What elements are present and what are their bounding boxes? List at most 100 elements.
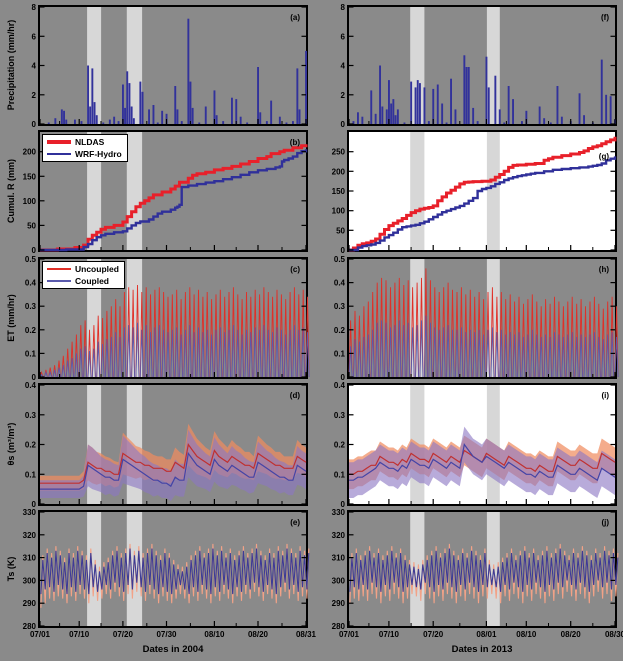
panel-precipitation-2004: 0 2 4 6 8 (a) xyxy=(32,3,308,129)
legend-coupling: Uncoupled Coupled xyxy=(42,261,125,289)
svg-text:08/20: 08/20 xyxy=(248,630,269,639)
svg-text:310: 310 xyxy=(23,554,37,563)
y-axis-title-precipitation: Precipitation (mm/hr) xyxy=(6,19,16,111)
legend-rain: NLDAS WRF-Hydro xyxy=(42,134,128,162)
svg-text:07/20: 07/20 xyxy=(423,630,444,639)
svg-text:6: 6 xyxy=(32,32,37,41)
svg-text:0.2: 0.2 xyxy=(25,441,37,450)
svg-text:0: 0 xyxy=(32,246,37,255)
legend-label-coupled: Coupled xyxy=(75,276,109,286)
svg-text:200: 200 xyxy=(23,148,37,157)
svg-text:0.3: 0.3 xyxy=(25,302,37,311)
svg-text:8: 8 xyxy=(341,3,346,12)
soil-moisture-2004-plot: 0 0.1 0.2 0.3 0.4 (d) xyxy=(25,381,307,509)
svg-text:(j): (j) xyxy=(601,518,609,527)
svg-text:0: 0 xyxy=(341,120,346,129)
panel-soil-moisture-2004: 0 0.1 0.2 0.3 0.4 (d) xyxy=(25,381,308,509)
svg-text:320: 320 xyxy=(332,531,346,540)
y-axis-title-et: ET (mm/hr) xyxy=(6,294,16,342)
svg-text:0: 0 xyxy=(32,120,37,129)
panel-et-2004: 0 0.1 0.2 0.3 0.4 0.5 (c) Uncoupled Coupled xyxy=(25,255,310,382)
surface-temperature-2013-plot: 280 290 300 310 320 330 07/01 07/10 07/20 08/01 08… xyxy=(332,508,623,639)
y-axis-title-cumulative-rain: Cumul. R (mm) xyxy=(6,159,16,223)
svg-text:0: 0 xyxy=(32,373,37,382)
svg-text:(g): (g) xyxy=(599,152,610,161)
svg-text:(i): (i) xyxy=(601,391,609,400)
y-axis-title-surface-temperature: Ts (K) xyxy=(6,556,16,582)
svg-text:2: 2 xyxy=(32,91,37,100)
svg-text:200: 200 xyxy=(332,167,346,176)
cumulative-rain-2013-plot: 0 50 100 150 200 250 (g) xyxy=(332,132,617,255)
svg-text:0: 0 xyxy=(341,500,346,509)
svg-text:0: 0 xyxy=(32,500,37,509)
legend-label-nldas: NLDAS xyxy=(75,137,105,147)
precipitation-2004-plot: 0 2 4 6 8 (a) xyxy=(32,3,307,129)
svg-text:0.2: 0.2 xyxy=(25,326,37,335)
svg-text:290: 290 xyxy=(332,599,346,608)
svg-text:0.3: 0.3 xyxy=(25,411,37,420)
legend-label-uncoupled: Uncoupled xyxy=(75,264,119,274)
coupled-line-swatch xyxy=(47,280,71,282)
svg-text:2: 2 xyxy=(341,91,346,100)
svg-text:08/31: 08/31 xyxy=(296,630,317,639)
soil-moisture-2013-plot: 0 0.1 0.2 0.3 0.4 (i) xyxy=(334,381,616,509)
svg-text:100: 100 xyxy=(23,197,37,206)
panel-precipitation-2013: 0 2 4 6 8 (f) xyxy=(341,3,617,129)
svg-text:290: 290 xyxy=(23,599,37,608)
svg-text:08/10: 08/10 xyxy=(516,630,537,639)
svg-text:08/30: 08/30 xyxy=(605,630,623,639)
svg-text:8: 8 xyxy=(32,3,37,12)
legend-item-uncoupled: Uncoupled xyxy=(47,264,119,274)
svg-text:280: 280 xyxy=(332,622,346,631)
svg-text:0.3: 0.3 xyxy=(334,302,346,311)
svg-text:300: 300 xyxy=(332,576,346,585)
svg-text:07/01: 07/01 xyxy=(339,630,360,639)
legend-item-wrf-hydro: WRF-Hydro xyxy=(47,149,122,159)
svg-text:(e): (e) xyxy=(290,518,300,527)
svg-text:150: 150 xyxy=(23,172,37,181)
svg-text:330: 330 xyxy=(332,508,346,517)
y-axis-title-soil-moisture: θs (m³/m³) xyxy=(6,422,16,466)
svg-text:07/30: 07/30 xyxy=(156,630,177,639)
svg-text:4: 4 xyxy=(341,62,346,71)
legend-item-nldas: NLDAS xyxy=(47,137,122,147)
svg-text:0.1: 0.1 xyxy=(334,470,346,479)
svg-text:50: 50 xyxy=(336,226,345,235)
svg-text:0.5: 0.5 xyxy=(334,255,346,264)
svg-text:07/01: 07/01 xyxy=(30,630,51,639)
svg-text:08/01: 08/01 xyxy=(476,630,497,639)
panel-surface-temperature-2013: 280 290 300 310 320 330 07/01 07/10 07/20 08/01 08… xyxy=(332,508,623,639)
panel-soil-moisture-2013: 0 0.1 0.2 0.3 0.4 (i) xyxy=(334,381,617,509)
svg-text:(f): (f) xyxy=(601,13,609,22)
svg-text:0.2: 0.2 xyxy=(334,326,346,335)
svg-text:0.4: 0.4 xyxy=(25,381,37,390)
svg-text:150: 150 xyxy=(332,187,346,196)
panel-cumulative-rain-2013: 0 50 100 150 200 250 (g) xyxy=(332,130,617,255)
svg-text:08/20: 08/20 xyxy=(561,630,582,639)
svg-text:6: 6 xyxy=(341,32,346,41)
svg-text:300: 300 xyxy=(23,576,37,585)
svg-text:0: 0 xyxy=(341,373,346,382)
wrf-hydro-line-swatch xyxy=(47,153,71,155)
svg-text:310: 310 xyxy=(332,554,346,563)
legend-label-wrf-hydro: WRF-Hydro xyxy=(75,149,122,159)
svg-text:0.4: 0.4 xyxy=(334,381,346,390)
svg-text:(c): (c) xyxy=(290,265,300,274)
nldas-line-swatch xyxy=(47,140,71,144)
svg-text:0.5: 0.5 xyxy=(25,255,37,264)
svg-text:0.4: 0.4 xyxy=(334,279,346,288)
svg-text:07/20: 07/20 xyxy=(113,630,134,639)
svg-text:07/10: 07/10 xyxy=(379,630,400,639)
svg-text:0.2: 0.2 xyxy=(334,441,346,450)
uncoupled-line-swatch xyxy=(47,268,71,270)
svg-text:0: 0 xyxy=(341,246,346,255)
panel-cumulative-rain-2004: 0 50 100 150 200 (b) NLDAS WRF-Hydro xyxy=(23,130,308,255)
svg-text:0.1: 0.1 xyxy=(25,470,37,479)
precipitation-2013-plot: 0 2 4 6 8 (f) xyxy=(341,3,616,129)
svg-text:280: 280 xyxy=(23,622,37,631)
svg-text:(d): (d) xyxy=(290,391,301,400)
panel-et-2013: 0 0.1 0.2 0.3 0.4 0.5 (h) xyxy=(334,255,619,382)
svg-text:07/10: 07/10 xyxy=(69,630,90,639)
svg-text:0.4: 0.4 xyxy=(25,279,37,288)
